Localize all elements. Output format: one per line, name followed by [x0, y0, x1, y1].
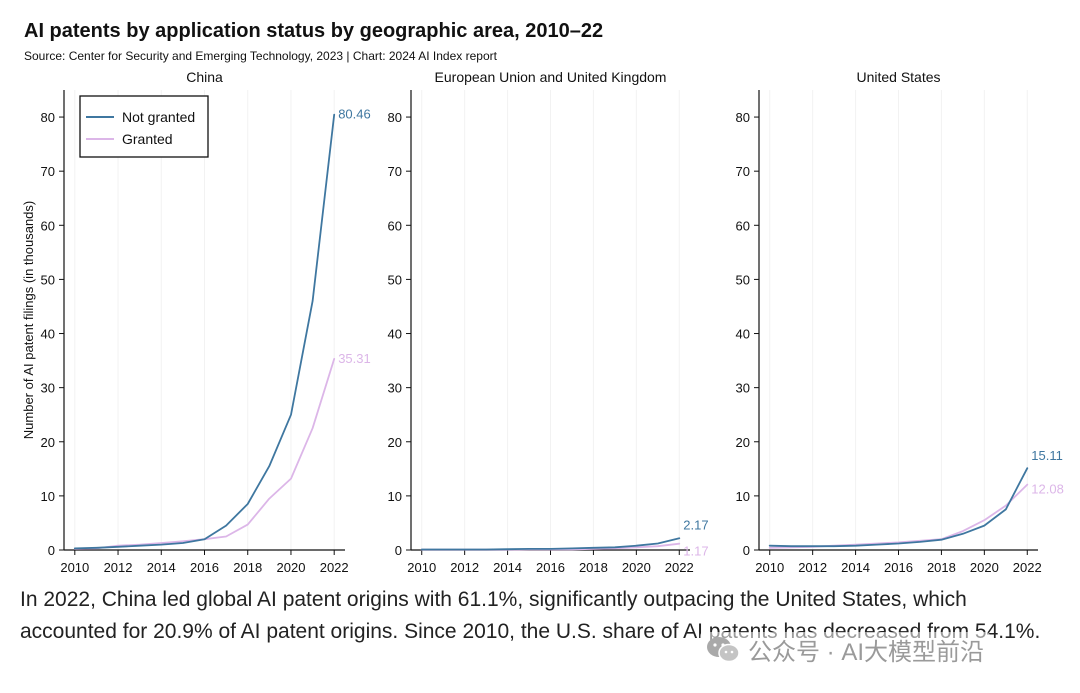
x-tick-label: 2010	[407, 560, 436, 575]
y-tick-label: 70	[388, 164, 402, 179]
y-tick-label: 70	[41, 164, 55, 179]
y-tick-label: 0	[395, 543, 402, 558]
end-label-granted: 12.08	[1031, 482, 1064, 497]
series-line-not-granted	[420, 537, 681, 551]
y-tick-label: 20	[41, 435, 55, 450]
panel-title: European Union and United Kingdom	[435, 69, 667, 85]
x-tick-label: 2016	[190, 560, 219, 575]
y-tick-label: 80	[41, 110, 55, 125]
x-tick-label: 2010	[60, 560, 89, 575]
y-tick-label: 10	[736, 489, 750, 504]
x-tick-label: 2020	[277, 560, 306, 575]
y-tick-label: 30	[736, 381, 750, 396]
panel-1: European Union and United Kingdom 0 10 20 30…	[388, 69, 709, 575]
end-label-not-granted: 80.46	[338, 107, 371, 122]
y-tick-label: 70	[736, 164, 750, 179]
x-tick-label: 2014	[147, 560, 176, 575]
x-tick-label: 2022	[320, 560, 349, 575]
wechat-icon	[707, 636, 740, 662]
x-tick-label: 2012	[450, 560, 479, 575]
x-tick-label: 2022	[665, 560, 694, 575]
y-tick-label: 10	[41, 489, 55, 504]
y-tick-label: 0	[48, 543, 55, 558]
chart-title: AI patents by application status by geog…	[24, 20, 604, 42]
y-tick-label: 60	[388, 218, 402, 233]
watermark-text: 公众号 · AI大模型前沿	[748, 639, 985, 666]
x-tick-label: 2016	[536, 560, 565, 575]
y-tick-label: 40	[736, 327, 750, 342]
chart-source: Source: Center for Security and Emerging…	[24, 49, 497, 63]
y-tick-label: 50	[388, 272, 402, 287]
x-tick-label: 2022	[1013, 560, 1042, 575]
end-label-not-granted: 2.17	[683, 517, 708, 532]
y-tick-label: 30	[41, 381, 55, 396]
panel-0: China 0 10 20 30 40 50 60 70 80 2010 2012 2014 2016 20…	[41, 69, 371, 575]
series-line-not-granted	[768, 467, 1029, 548]
y-tick-label: 50	[736, 272, 750, 287]
end-label-granted: 1.17	[683, 544, 708, 559]
watermark: 公众号 · AI大模型前沿	[700, 632, 991, 667]
legend-label-not-granted: Not granted	[122, 109, 195, 125]
x-tick-label: 2014	[493, 560, 522, 575]
y-tick-label: 80	[388, 110, 402, 125]
x-tick-label: 2012	[798, 560, 827, 575]
end-label-not-granted: 15.11	[1031, 448, 1063, 463]
y-tick-label: 20	[388, 435, 402, 450]
chart-area: Number of AI patent filings (in thousand…	[21, 69, 1064, 575]
x-tick-label: 2014	[841, 560, 870, 575]
y-tick-label: 50	[41, 272, 55, 287]
y-tick-label: 40	[388, 327, 402, 342]
series-line-not-granted	[73, 113, 336, 550]
x-tick-label: 2012	[104, 560, 133, 575]
legend: Not granted Granted	[79, 95, 209, 158]
x-tick-label: 2020	[970, 560, 999, 575]
panel-2: United States 0 10 20 30 40 50 60 70 80 2010 2012 20…	[736, 69, 1064, 575]
y-tick-label: 0	[743, 543, 750, 558]
y-tick-label: 60	[736, 218, 750, 233]
legend-box	[79, 95, 209, 158]
y-axis-label: Number of AI patent filings (in thousand…	[21, 201, 36, 439]
y-tick-label: 80	[736, 110, 750, 125]
y-tick-label: 40	[41, 327, 55, 342]
chart-caption: In 2022, China led global AI patent orig…	[20, 588, 1041, 643]
y-tick-label: 10	[388, 489, 402, 504]
end-label-granted: 35.31	[338, 351, 371, 366]
y-tick-label: 60	[41, 218, 55, 233]
x-tick-label: 2020	[622, 560, 651, 575]
x-tick-label: 2018	[579, 560, 608, 575]
panel-title: China	[186, 69, 223, 85]
y-tick-label: 30	[388, 381, 402, 396]
legend-label-granted: Granted	[122, 131, 173, 147]
panel-title: United States	[856, 69, 940, 85]
x-tick-label: 2010	[755, 560, 784, 575]
y-tick-label: 20	[736, 435, 750, 450]
x-tick-label: 2018	[233, 560, 262, 575]
x-tick-label: 2016	[884, 560, 913, 575]
x-tick-label: 2018	[927, 560, 956, 575]
